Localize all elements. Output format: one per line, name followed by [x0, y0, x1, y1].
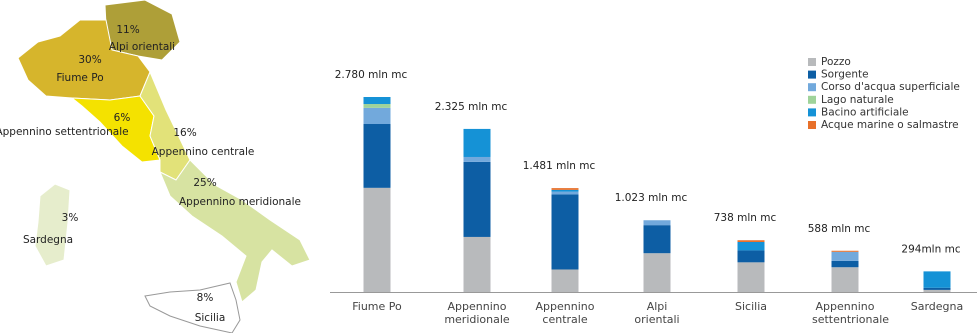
bar-segment: [923, 287, 951, 290]
bar-segment: [643, 220, 671, 226]
total-label: 2.325 mln mc: [435, 101, 508, 113]
bar-segment: [551, 188, 579, 190]
region-share: 11%: [116, 24, 139, 36]
bar-segment: [551, 269, 579, 292]
bar-segment: [551, 191, 579, 195]
bar-segment: [363, 104, 391, 108]
bar-segment: [363, 107, 391, 125]
bar-segment: [923, 271, 951, 288]
bar-segment: [831, 260, 859, 268]
bar-segment: [737, 240, 765, 242]
legend-swatch: [808, 121, 816, 129]
region-name: Sicilia: [195, 312, 226, 324]
bar-segment: [363, 97, 391, 105]
bar-segment: [737, 250, 765, 263]
region-name: Fiume Po: [56, 72, 103, 84]
legend-swatch: [808, 83, 816, 92]
x-tick-label: Appennino meridionale: [444, 300, 510, 326]
bar-segment: [463, 156, 491, 162]
legend-swatch: [808, 70, 816, 79]
bar-segment: [363, 187, 391, 292]
bar-segment: [831, 251, 859, 261]
legend-swatch: [808, 95, 816, 104]
total-label: 738 mln mc: [714, 212, 777, 224]
region-share: 6%: [114, 112, 131, 124]
bar-segment: [463, 236, 491, 292]
total-label: 294mln mc: [901, 243, 960, 255]
total-label: 1.481 mln mc: [523, 160, 596, 172]
x-tick-label: Alpi orientali: [634, 300, 680, 326]
x-tick-label: Sicilia: [735, 300, 767, 313]
map-region: [17, 19, 151, 101]
region-share: 30%: [78, 54, 101, 66]
bar-segment: [737, 262, 765, 292]
legend-label: Corso d'acqua superficiale: [821, 81, 960, 93]
bar-segment: [551, 189, 579, 192]
x-tick-label: Sardegna: [910, 300, 964, 313]
total-label: 2.780 mln mc: [335, 69, 408, 81]
legend-label: Sorgente: [821, 69, 869, 81]
map-region: [159, 159, 311, 303]
legend-swatch: [808, 108, 816, 117]
region-name: Alpi orientali: [109, 41, 175, 53]
bar-segment: [831, 267, 859, 292]
bar-segment: [643, 253, 671, 292]
region-name: Sardegna: [23, 234, 73, 246]
bar-segment: [551, 194, 579, 270]
legend-label: Lago naturale: [821, 94, 894, 106]
bar-segment: [363, 124, 391, 188]
total-label: 1.023 mln mc: [615, 192, 688, 204]
map-region: [144, 282, 241, 333]
total-label: 588 mln mc: [808, 223, 871, 235]
bar-segment: [463, 161, 491, 237]
region-name: Appennino settentrionale: [0, 126, 129, 138]
bar-segment: [923, 289, 951, 292]
region-share: 8%: [197, 292, 214, 304]
bar-segment: [643, 225, 671, 254]
x-tick-label: Appennino settentrionale: [812, 300, 890, 326]
region-name: Appennino centrale: [152, 146, 255, 158]
legend-label: Pozzo: [821, 56, 851, 68]
region-share: 3%: [62, 212, 79, 224]
bar-segment: [737, 241, 765, 251]
x-tick-label: Appennino centrale: [535, 300, 595, 326]
legend-label: Acque marine o salmastre: [821, 119, 959, 131]
region-share: 16%: [173, 127, 196, 139]
x-tick-label: Fiume Po: [352, 300, 402, 313]
legend-swatch: [808, 58, 816, 66]
legend-label: Bacino artificiale: [821, 106, 909, 118]
map-region: [34, 183, 71, 267]
region-share: 25%: [193, 177, 216, 189]
bar-segment: [463, 128, 491, 157]
bar-segment: [831, 250, 859, 252]
region-name: Appennino meridionale: [179, 196, 301, 208]
